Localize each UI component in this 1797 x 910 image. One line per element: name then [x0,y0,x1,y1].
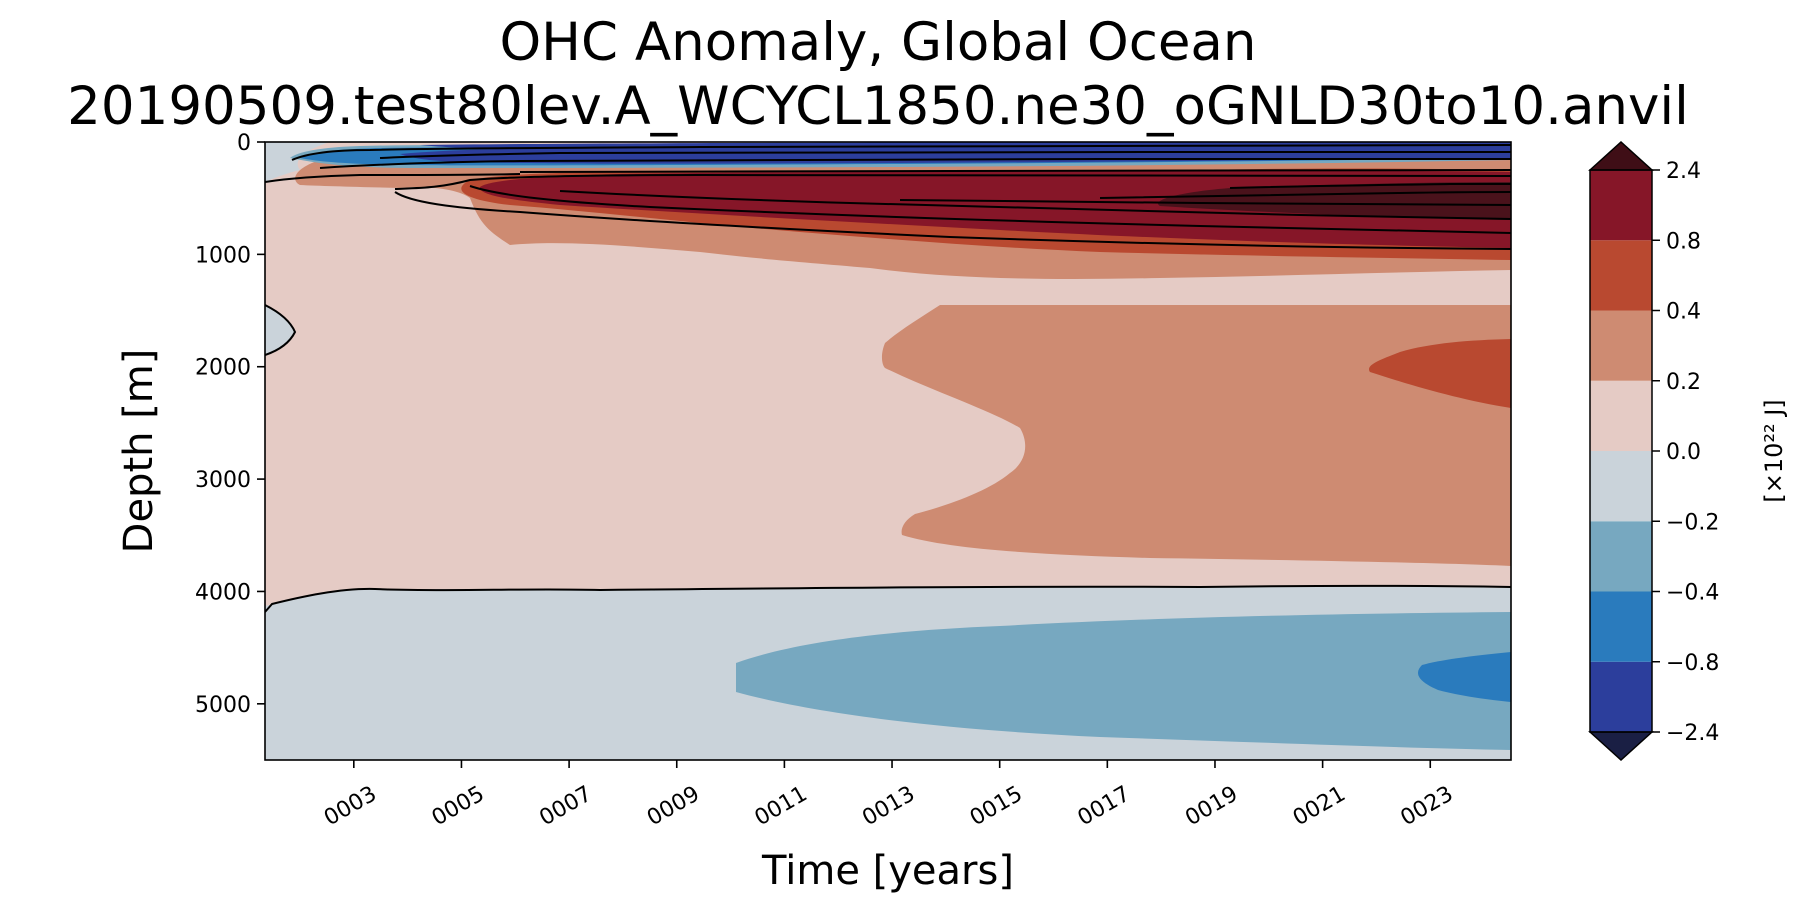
contour-line-cool-c [379,150,1511,159]
contour-line-left-bulge [265,304,297,356]
colorbar-bin [1590,521,1652,592]
region-left-edge-bulge [265,305,295,355]
colorbar-bin [1590,240,1652,311]
x-tick-label: 0003 [320,782,381,832]
contour-line-layer [265,144,1511,613]
region-extreme-warming [1158,182,1511,220]
chart-title: OHC Anomaly, Global Ocean [499,12,1256,73]
colorbar-bin [1590,380,1652,451]
x-tick-label: 0013 [858,782,919,832]
x-tick-label: 0005 [428,782,489,832]
y-tick-label: 1000 [195,243,251,268]
colorbar: −2.4 −0.8 −0.4 −0.2 0.0 0.2 0.4 0.8 2.4 [1588,140,1719,762]
contour-line-warm-g [1099,191,1511,199]
contour-line-cool-a [291,144,1511,161]
colorbar-extend-low [1588,731,1654,762]
contour-line-warm-d [559,190,1511,220]
colorbar-tick-label: 0.2 [1666,370,1701,395]
contour-line-zero-surface [265,173,521,183]
y-tick-label: 5000 [195,693,251,718]
colorbar-tick-label: −0.4 [1666,581,1719,606]
colorbar-bin [1590,310,1652,381]
region-abyssal-strong-cooling [1417,652,1511,702]
colorbar-bin [1590,170,1652,241]
y-tick-label: 4000 [195,580,251,605]
colorbar-bin [1590,451,1652,522]
region-deep-strong-warming [1369,339,1511,408]
contour-line-warm-c [469,185,1511,234]
x-tick-label: 0011 [751,782,812,832]
plot-area [264,141,1512,761]
plot-frame [264,141,1512,761]
x-tick-label: 0015 [966,782,1027,832]
colorbar-extend-high [1588,140,1654,171]
colorbar-tick-label: 2.4 [1666,159,1701,184]
region-weak-warming-band [1161,272,1511,304]
y-axis-ticks: 0 1000 2000 3000 4000 5000 [195,131,265,718]
x-tick-label: 0007 [535,782,596,832]
x-tick-label: 0009 [643,782,704,832]
x-tick-label: 0021 [1289,782,1350,832]
colorbar-label: [×10²² J] [1760,399,1788,502]
region-abyssal-cooling [736,612,1511,750]
contour-line-warm-b [394,191,1511,250]
y-axis-label: Depth [m] [116,349,162,554]
y-tick-label: 2000 [195,356,251,381]
colorbar-tick-label: 0.0 [1666,440,1701,465]
colorbar-tick-label: 0.8 [1666,229,1701,254]
x-axis-ticks: 0003 0005 0007 0009 0011 0013 0015 0017 0019 0021… [320,760,1458,832]
contour-line-warm-f [1229,183,1511,189]
chart-subtitle-run-name: 20190509.test80lev.A_WCYCL1850.ne30_oGNL… [67,76,1689,137]
contour-line-warm-a [394,173,1511,190]
region-near-surface-early [265,142,330,182]
colorbar-bin [1590,591,1652,662]
contour-line-cool-b [319,157,1511,169]
contour-line-deep-warm [519,169,1511,173]
colorbar-tick-label: −0.2 [1666,510,1719,535]
y-tick-label: 3000 [195,468,251,493]
x-tick-label: 0019 [1181,782,1242,832]
contour-fill-layer [265,142,1511,760]
colorbar-bin [1590,661,1652,732]
x-tick-label: 0023 [1397,782,1458,832]
colorbar-tick-label: −2.4 [1666,721,1719,746]
contour-line-warm-e [899,199,1511,206]
region-mid-depth-warming [881,305,1511,566]
x-tick-label: 0017 [1074,782,1135,832]
colorbar-tick-label: −0.8 [1666,651,1719,676]
x-axis-label: Time [years] [761,848,1014,894]
colorbar-tick-label: 0.4 [1666,300,1701,325]
y-tick-label: 0 [237,131,251,156]
contour-line-zero-abyss [265,584,1511,613]
